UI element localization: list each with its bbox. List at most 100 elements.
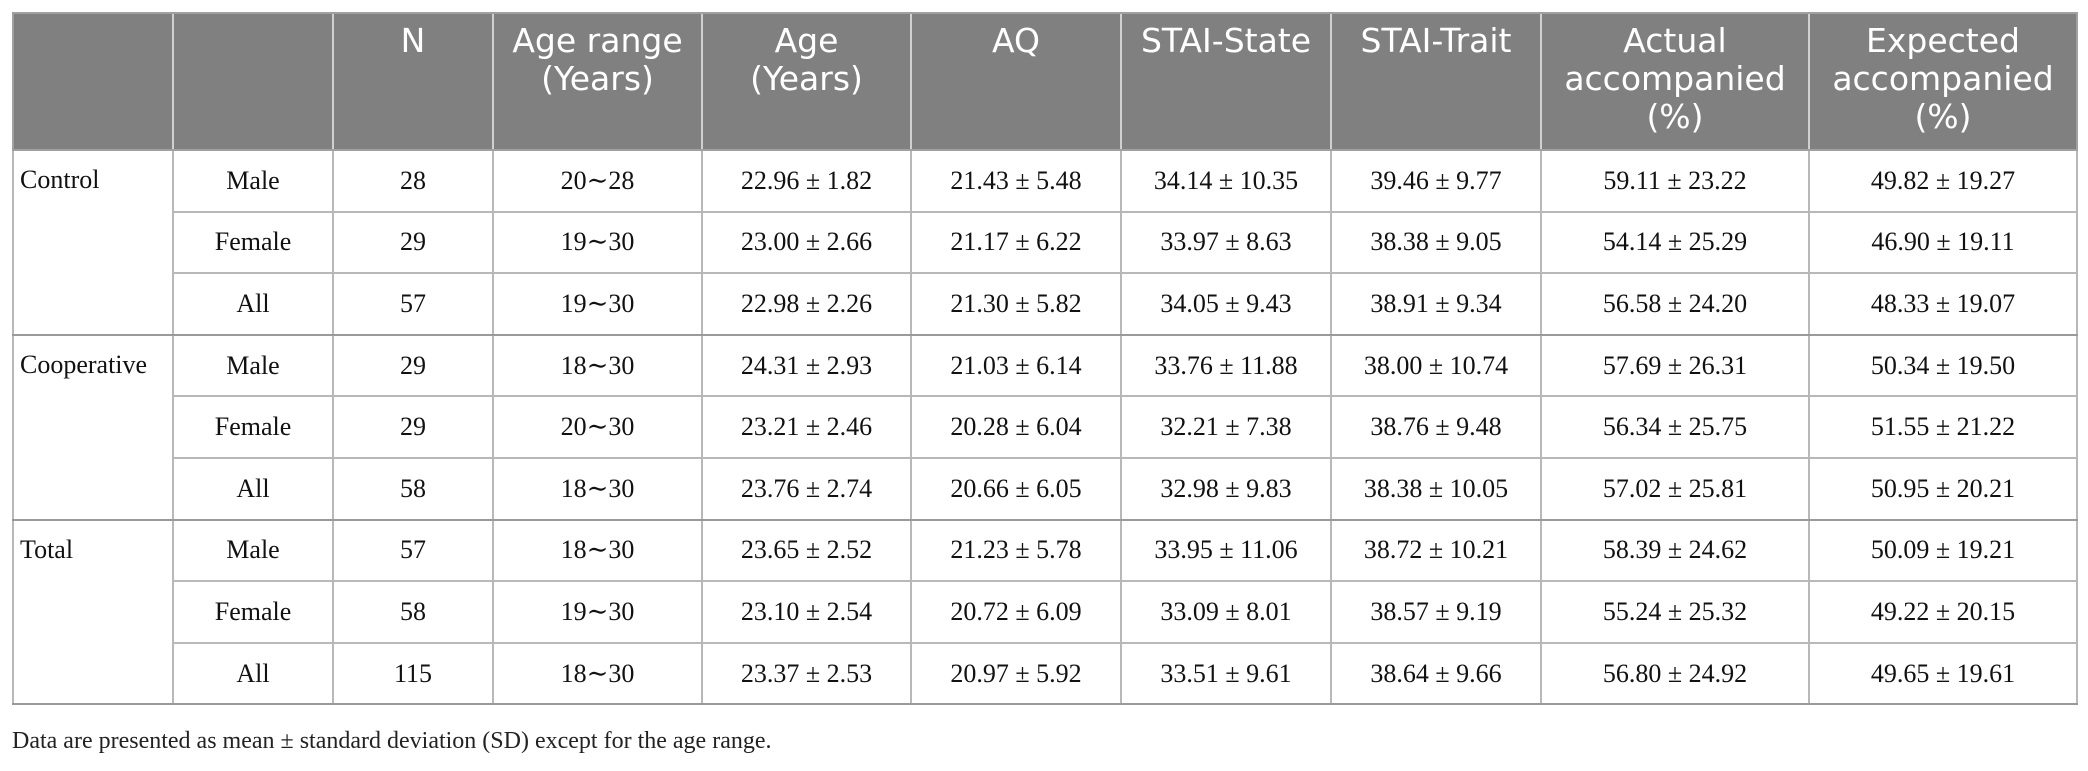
expected-accompanied-cell: 50.95 ± 20.21 [1808,456,2078,521]
stai-state-cell: 33.09 ± 8.01 [1120,580,1332,644]
n-cell: 29 [332,210,494,275]
sex-cell: Female [172,580,334,644]
table-row: Female 29 20∼30 23.21 ± 2.46 20.28 ± 6.04 32.… [13,395,2078,459]
age-cell: 24.31 ± 2.93 [701,333,912,398]
header-age-range: Age range (Years) [492,12,702,151]
age-cell: 22.98 ± 2.26 [701,272,912,336]
stai-state-cell: 34.14 ± 10.35 [1120,149,1332,213]
n-cell: 28 [332,149,494,213]
sex-cell: Male [172,333,334,398]
age-range-cell: 18∼30 [492,518,703,583]
header-row: N Age range (Years) Age (Years) AQ STAI-… [12,12,2078,151]
header-aq: AQ [910,12,1121,151]
actual-accompanied-cell: 58.39 ± 24.62 [1540,518,1810,583]
stai-trait-cell: 38.64 ± 9.66 [1330,641,1542,706]
n-cell: 29 [332,395,494,459]
n-cell: 58 [332,580,494,644]
age-range-cell: 18∼30 [492,641,703,706]
n-cell: 57 [332,272,494,336]
stai-trait-cell: 39.46 ± 9.77 [1330,149,1542,213]
header-actual-accompanied: Actual accompanied (%) [1540,12,1809,151]
table-row: Female 29 19∼30 23.00 ± 2.66 21.17 ± 6.22 33.… [13,210,2078,275]
expected-accompanied-cell: 50.34 ± 19.50 [1808,333,2078,398]
age-range-cell: 18∼30 [492,333,703,398]
actual-accompanied-cell: 56.80 ± 24.92 [1540,641,1810,706]
age-cell: 23.37 ± 2.53 [701,641,912,706]
stai-state-cell: 32.98 ± 9.83 [1120,456,1332,521]
header-sex [172,12,333,151]
sex-cell: Male [172,518,334,583]
header-n: N [332,12,493,151]
age-cell: 23.76 ± 2.74 [701,456,912,521]
sex-cell: All [172,641,334,706]
sex-cell: All [172,456,334,521]
sex-cell: All [172,272,334,336]
stai-state-cell: 33.51 ± 9.61 [1120,641,1332,706]
expected-accompanied-cell: 48.33 ± 19.07 [1808,272,2078,336]
actual-accompanied-cell: 56.58 ± 24.20 [1540,272,1810,336]
n-cell: 57 [332,518,494,583]
header-stai-trait: STAI-Trait [1330,12,1541,151]
aq-cell: 21.23 ± 5.78 [910,518,1122,583]
n-cell: 29 [332,333,494,398]
actual-accompanied-cell: 56.34 ± 25.75 [1540,395,1810,459]
actual-accompanied-cell: 55.24 ± 25.32 [1540,580,1810,644]
table-row: All 57 19∼30 22.98 ± 2.26 21.30 ± 5.82 34.05 … [13,272,2078,336]
header-group [12,12,173,151]
age-range-cell: 19∼30 [492,210,703,275]
aq-cell: 20.28 ± 6.04 [910,395,1122,459]
actual-accompanied-cell: 57.69 ± 26.31 [1540,333,1810,398]
stai-trait-cell: 38.76 ± 9.48 [1330,395,1542,459]
stai-state-cell: 33.76 ± 11.88 [1120,333,1332,398]
stai-trait-cell: 38.72 ± 10.21 [1330,518,1542,583]
aq-cell: 20.66 ± 6.05 [910,456,1122,521]
group-label: Control [12,149,174,336]
group-label: Total [12,518,174,706]
expected-accompanied-cell: 46.90 ± 19.11 [1808,210,2078,275]
stai-trait-cell: 38.00 ± 10.74 [1330,333,1542,398]
n-cell: 115 [332,641,494,706]
stai-trait-cell: 38.38 ± 10.05 [1330,456,1542,521]
sex-cell: Male [172,149,334,213]
aq-cell: 20.72 ± 6.09 [910,580,1122,644]
table-row: All 58 18∼30 23.76 ± 2.74 20.66 ± 6.05 32.98 … [13,456,2078,521]
sex-cell: Female [172,210,334,275]
aq-cell: 20.97 ± 5.92 [910,641,1122,706]
age-range-cell: 19∼30 [492,272,703,336]
age-cell: 23.21 ± 2.46 [701,395,912,459]
actual-accompanied-cell: 57.02 ± 25.81 [1540,456,1810,521]
actual-accompanied-cell: 59.11 ± 23.22 [1540,149,1810,213]
header-age: Age (Years) [701,12,911,151]
age-range-cell: 20∼28 [492,149,703,213]
stai-trait-cell: 38.57 ± 9.19 [1330,580,1542,644]
actual-accompanied-cell: 54.14 ± 25.29 [1540,210,1810,275]
table-row: Cooperative Male 29 18∼30 24.31 ± 2.93 21.03 … [12,333,2078,521]
table-row: Total Male 57 18∼30 23.65 ± 2.52 21.23 ± 5.78… [12,518,2078,706]
age-cell: 22.96 ± 1.82 [701,149,912,213]
sex-cell: Female [172,395,334,459]
table-row: Female 58 19∼30 23.10 ± 2.54 20.72 ± 6.09 33.… [13,580,2078,644]
expected-accompanied-cell: 49.22 ± 20.15 [1808,580,2078,644]
stai-trait-cell: 38.38 ± 9.05 [1330,210,1542,275]
expected-accompanied-cell: 51.55 ± 21.22 [1808,395,2078,459]
aq-cell: 21.03 ± 6.14 [910,333,1122,398]
table-row: Control Male 28 20∼28 22.96 ± 1.82 21.43 ± 5.… [12,149,2078,336]
stai-state-cell: 34.05 ± 9.43 [1120,272,1332,336]
stai-state-cell: 32.21 ± 7.38 [1120,395,1332,459]
stai-state-cell: 33.97 ± 8.63 [1120,210,1332,275]
data-table: N Age range (Years) Age (Years) AQ STAI-… [12,12,2078,706]
stai-trait-cell: 38.91 ± 9.34 [1330,272,1542,336]
age-range-cell: 19∼30 [492,580,703,644]
aq-cell: 21.43 ± 5.48 [910,149,1122,213]
table-row: All 115 18∼30 23.37 ± 2.53 20.97 ± 5.92 33.51… [13,641,2078,706]
header-expected-accompanied: Expected accompanied (%) [1808,12,2078,151]
age-range-cell: 20∼30 [492,395,703,459]
header-stai-state: STAI-State [1120,12,1331,151]
expected-accompanied-cell: 50.09 ± 19.21 [1808,518,2078,583]
age-cell: 23.00 ± 2.66 [701,210,912,275]
table-footnote: Data are presented as mean ± standard de… [12,728,772,754]
aq-cell: 21.30 ± 5.82 [910,272,1122,336]
n-cell: 58 [332,456,494,521]
expected-accompanied-cell: 49.82 ± 19.27 [1808,149,2078,213]
group-label: Cooperative [12,333,174,521]
